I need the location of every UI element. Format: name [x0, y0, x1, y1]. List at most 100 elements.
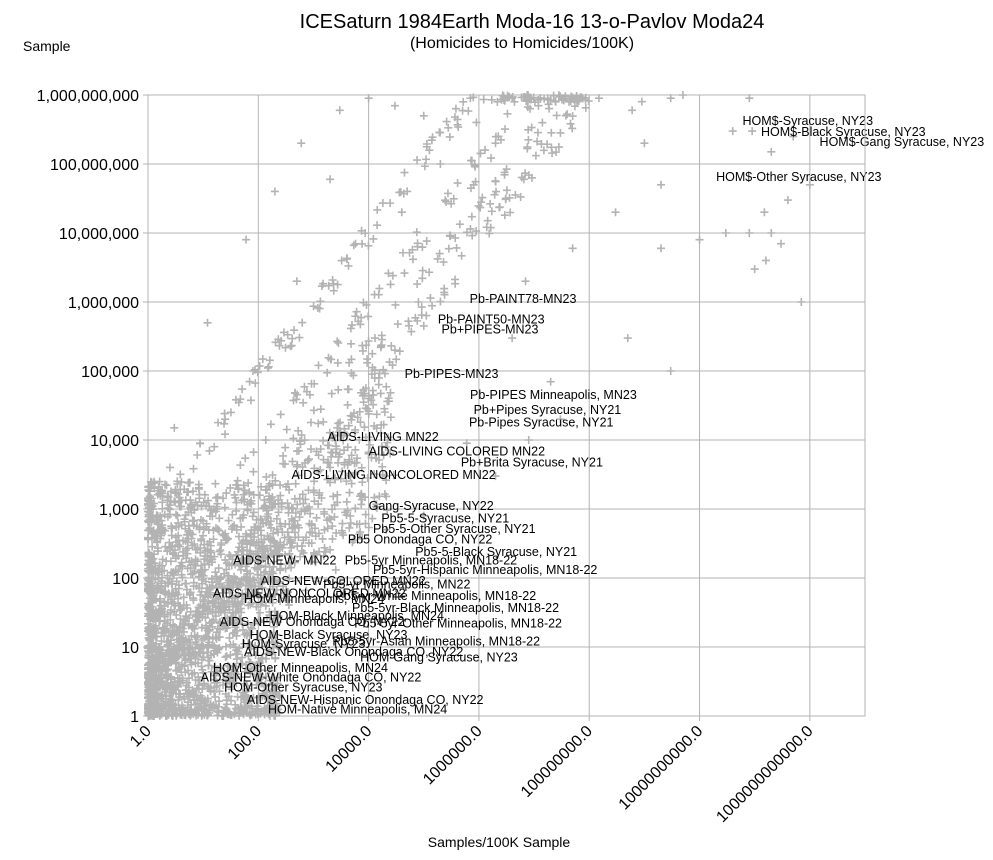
data-point — [232, 506, 241, 515]
data-point — [252, 680, 261, 689]
data-point — [211, 692, 220, 701]
data-point — [195, 494, 204, 503]
data-point — [425, 268, 434, 277]
data-point — [253, 563, 262, 572]
data-point — [346, 512, 355, 521]
data-point — [298, 490, 307, 499]
data-point — [750, 265, 759, 274]
data-point — [289, 434, 298, 443]
data-point — [212, 502, 221, 511]
data-point — [390, 101, 399, 110]
data-point — [266, 676, 275, 685]
data-point — [209, 649, 218, 658]
data-point — [261, 601, 270, 610]
data-point — [196, 691, 205, 700]
data-point — [311, 558, 320, 567]
data-point — [203, 648, 212, 657]
data-point — [364, 391, 373, 400]
data-point — [482, 223, 491, 232]
data-point — [581, 103, 590, 112]
data-point — [199, 699, 208, 708]
data-point — [500, 125, 509, 134]
data-point — [611, 208, 620, 217]
data-point — [192, 610, 201, 619]
data-point — [293, 500, 302, 509]
data-point — [167, 673, 176, 682]
data-point — [436, 160, 445, 168]
data-point — [355, 407, 364, 416]
data-point — [165, 544, 174, 553]
data-point — [370, 334, 379, 343]
data-point — [168, 696, 177, 705]
data-point — [353, 454, 362, 463]
data-point — [190, 693, 199, 702]
data-point — [467, 212, 476, 221]
data-point — [440, 290, 449, 299]
data-point — [240, 691, 249, 700]
data-point — [180, 615, 189, 624]
data-point — [298, 462, 307, 471]
data-point — [371, 502, 380, 511]
data-point — [568, 124, 577, 133]
data-point — [246, 644, 255, 653]
data-point — [355, 520, 364, 529]
data-point — [524, 436, 533, 444]
data-point — [158, 555, 167, 564]
data-point — [384, 269, 393, 278]
data-point — [177, 668, 186, 677]
data-point — [283, 330, 292, 339]
data-point — [228, 510, 237, 519]
data-point — [175, 674, 184, 683]
point-annotation: Pb5-5yr-Other Minneapolis, MN18-22 — [354, 616, 562, 630]
data-point — [326, 545, 335, 554]
data-point — [351, 445, 360, 454]
data-point — [294, 533, 303, 542]
data-point — [656, 244, 665, 253]
data-point — [324, 458, 333, 467]
data-point — [264, 589, 273, 598]
data-point — [721, 229, 730, 237]
point-annotation: Pb5-yr White Minneapolis, MN18-22 — [335, 589, 536, 603]
data-point — [452, 243, 461, 252]
data-point — [272, 630, 281, 639]
data-point — [319, 436, 328, 445]
data-point — [191, 638, 200, 647]
data-point — [383, 438, 392, 447]
data-point — [333, 337, 342, 346]
data-point — [789, 132, 798, 141]
data-point — [449, 194, 458, 203]
data-point — [327, 452, 336, 461]
data-point — [291, 509, 300, 518]
data-point — [157, 637, 166, 646]
data-point — [223, 710, 232, 719]
data-point — [224, 602, 233, 611]
data-point — [383, 506, 392, 515]
data-point — [254, 556, 263, 565]
data-point — [184, 651, 193, 660]
data-point — [442, 117, 451, 126]
data-point — [797, 298, 806, 306]
data-point — [225, 633, 234, 642]
data-point — [433, 254, 442, 263]
data-point — [251, 365, 260, 374]
data-point — [176, 470, 185, 479]
data-point — [220, 584, 229, 593]
data-point — [275, 577, 284, 586]
data-point — [378, 199, 387, 208]
data-point — [332, 445, 341, 453]
data-point — [552, 111, 561, 120]
data-point — [340, 446, 349, 455]
point-annotation: HOM-Syracuse, NY23 — [242, 637, 366, 651]
data-point — [164, 661, 173, 670]
data-point — [441, 196, 450, 205]
data-point — [521, 277, 530, 286]
data-point — [374, 290, 383, 299]
data-point — [188, 689, 197, 698]
data-point — [164, 698, 173, 707]
data-point — [246, 569, 255, 578]
data-point — [525, 104, 534, 113]
data-point — [342, 497, 351, 506]
data-point — [197, 536, 206, 545]
data-point — [355, 435, 364, 444]
point-annotation: AIDS-NEW- MN22 — [233, 553, 336, 567]
